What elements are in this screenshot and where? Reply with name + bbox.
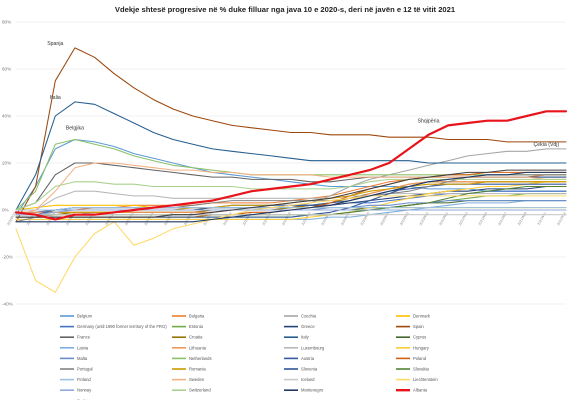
x-tick-label: 2020W28 — [183, 211, 194, 226]
legend-label: Finland — [77, 377, 91, 382]
x-tick-label: 2020W18 — [85, 211, 96, 226]
legend-label: Albania — [413, 388, 428, 393]
x-tick-label: 2020W10 — [6, 211, 17, 226]
legend-label: Slovenia — [301, 367, 318, 372]
series-line-montenegro — [15, 171, 567, 223]
legend-label: France — [77, 335, 91, 340]
x-tick-label: 2020W48 — [379, 211, 390, 226]
x-tick-label: 2020W34 — [242, 211, 253, 226]
legend-label: Norway — [77, 388, 92, 393]
y-axis-ticks: 80% 60% 40% 20% 0% -20% -40% — [2, 20, 13, 307]
y-tick-label: 0% — [2, 208, 9, 213]
series-line-italy — [15, 101, 567, 211]
legend-label: Romania — [189, 367, 206, 372]
legend-label: Lithuania — [189, 345, 207, 350]
series-line-sweden — [15, 162, 567, 216]
legend-label: Liechtenstein — [413, 377, 438, 382]
series-line-switzerland — [15, 178, 567, 211]
x-tick-label: 2020W40 — [301, 211, 312, 226]
legend-label: Slovakia — [413, 367, 429, 372]
legend-label: Malta — [77, 356, 88, 361]
x-axis-ticks: 2020W10 2020W12 2020W14 2020W16 2020W18 2020W… — [6, 211, 567, 226]
y-tick-label: 40% — [2, 114, 11, 119]
series-line-serbia — [15, 169, 567, 218]
series-line-finland — [15, 207, 567, 211]
legend-label: Greece — [301, 324, 315, 329]
legend-label: Sweden — [189, 377, 205, 382]
chart-title: Vdekje shtesë progresive në % duke fillu… — [115, 5, 456, 14]
series-layer — [14, 47, 568, 293]
x-tick-label: 2020W38 — [281, 211, 292, 226]
x-tick-label: 2021W07 — [497, 211, 508, 226]
x-tick-label: 2021W01 — [438, 211, 449, 226]
y-tick-label: -20% — [2, 255, 13, 260]
y-tick-label: 60% — [2, 67, 11, 72]
legend-label: Serbia — [77, 398, 90, 400]
annotation-label: Spanja — [47, 41, 63, 47]
x-tick-label: 2021W09 — [517, 211, 528, 226]
series-line-slovenia — [15, 176, 567, 218]
series-line-albania — [14, 110, 568, 221]
x-tick-label: 2020W42 — [320, 211, 331, 226]
annotation-label: Belgjika — [66, 125, 84, 131]
legend-label: Estonia — [189, 324, 204, 329]
legend-label: Latvia — [77, 345, 89, 350]
annotation-label: Italia — [50, 95, 61, 101]
legend-label: Belgium — [77, 314, 93, 319]
legend-label: Austria — [301, 356, 315, 361]
annotation-label: Çekia (Vdj) — [534, 142, 560, 148]
legend-label: Hungary — [413, 345, 430, 350]
legend-label: Luxembourg — [301, 345, 325, 350]
annotation-label: Shqipëria — [418, 118, 440, 124]
series-line-spain — [15, 47, 567, 223]
legend-label: Germany (until 1990 former territory of … — [77, 324, 167, 329]
legend-label: Switzerland — [189, 388, 211, 393]
x-tick-label: 2020W44 — [340, 211, 351, 226]
legend-label: Poland — [413, 356, 427, 361]
annotation-layer: Spanja Italia Belgjika Shqipëria Çekia (Vdj) — [47, 41, 559, 148]
legend-label: Portugal — [77, 367, 93, 372]
x-tick-label: 2021W03 — [458, 211, 469, 226]
x-tick-label: 2020W20 — [104, 211, 115, 226]
series-line-luxembourg — [15, 190, 567, 216]
legend-label: Montenegro — [301, 388, 324, 393]
x-tick-label: 2020W12 — [26, 211, 37, 226]
series-line-hungary — [15, 181, 567, 220]
x-tick-label: 2020W24 — [144, 211, 155, 226]
x-tick-label: 2020W50 — [399, 211, 410, 226]
x-tick-label: 2020W22 — [124, 211, 135, 226]
x-tick-label: 2020W26 — [163, 211, 174, 226]
legend-label: Denmark — [413, 314, 431, 319]
x-tick-label: 2021W11 — [537, 211, 548, 225]
legend-label: Spain — [413, 324, 424, 329]
series-line-belgium — [15, 138, 567, 216]
x-tick-label: 2020W32 — [222, 211, 233, 226]
series-line-czechia — [15, 148, 567, 218]
legend: Belgium Bulgaria Czechia Denmark Germany (un… — [60, 314, 438, 400]
y-tick-label: -40% — [2, 302, 13, 307]
legend-label: Italy — [301, 335, 310, 340]
legend-label: Netherlands — [189, 356, 212, 361]
x-tick-label: 2020W30 — [203, 211, 214, 226]
y-tick-label: 80% — [2, 20, 11, 25]
x-tick-label: 2021W12 — [556, 211, 567, 226]
x-tick-label: 2021W05 — [478, 211, 489, 226]
legend-label: Cyprus — [413, 335, 426, 340]
y-tick-label: 20% — [2, 161, 11, 166]
x-tick-label: 2020W16 — [65, 211, 76, 226]
x-tick-label: 2020W52 — [419, 211, 430, 226]
x-tick-label: 2020W46 — [360, 211, 371, 226]
x-tick-label: 2020W36 — [262, 211, 273, 226]
legend-label: Czechia — [301, 314, 317, 319]
series-line-liechtenstein — [15, 195, 567, 293]
legend-label: Croatia — [189, 335, 203, 340]
legend-label: Bulgaria — [189, 314, 205, 319]
legend-label: Iceland — [301, 377, 315, 382]
